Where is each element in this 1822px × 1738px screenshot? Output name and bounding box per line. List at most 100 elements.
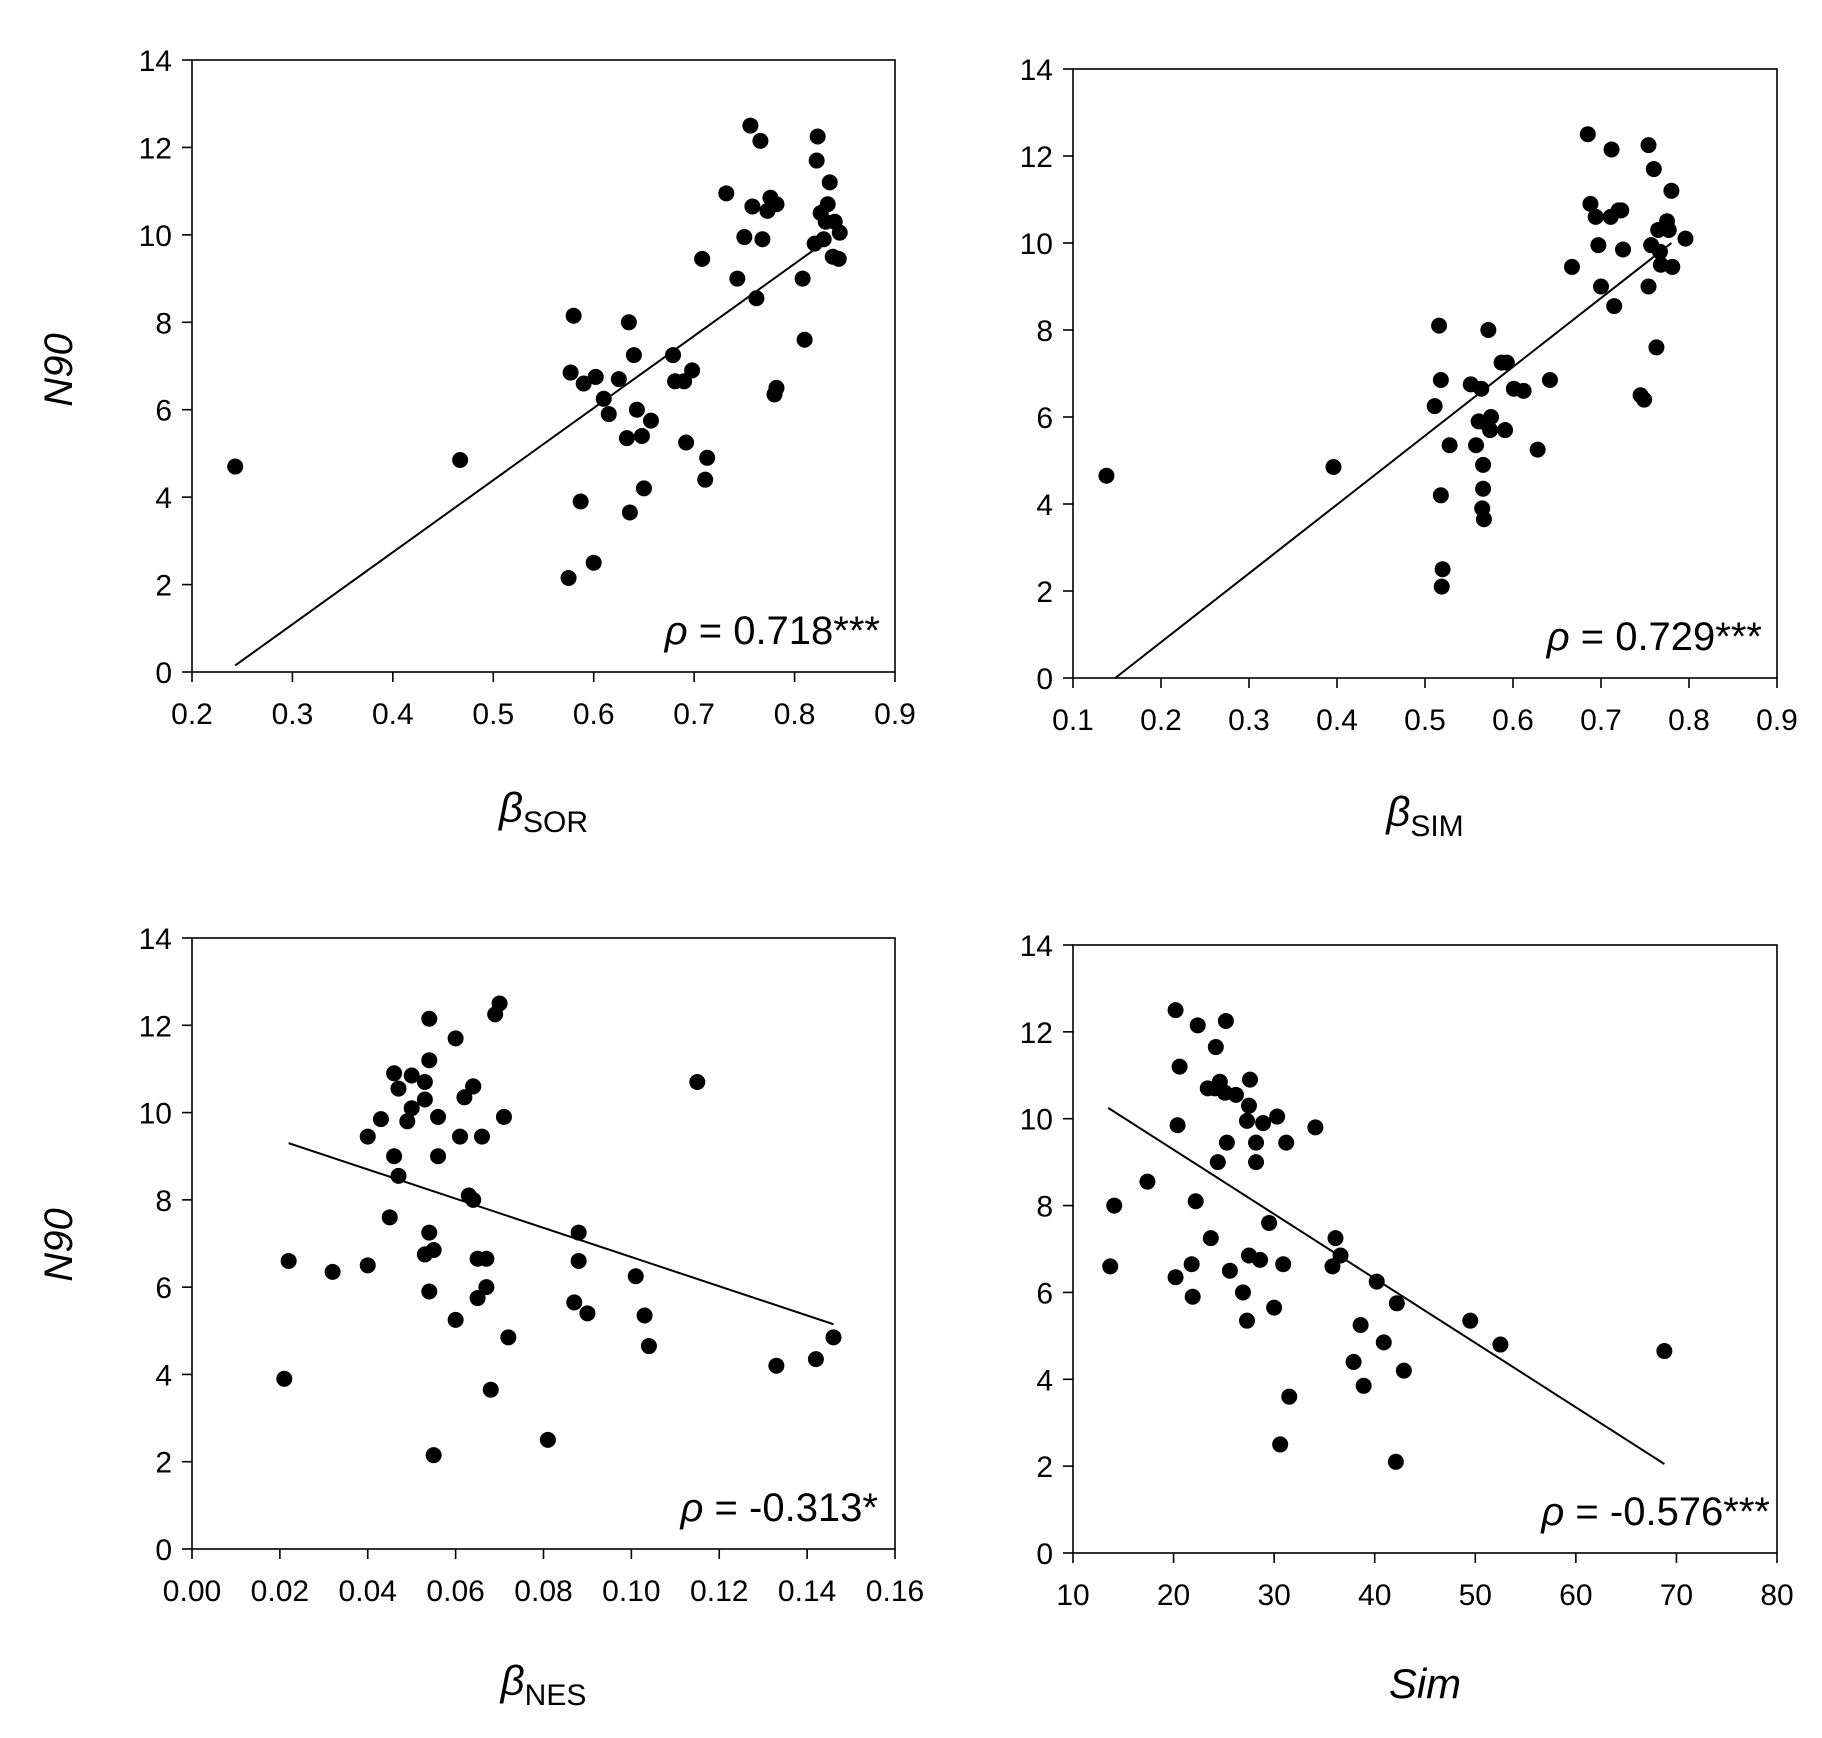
- data-point: [1171, 1058, 1188, 1075]
- data-point: [1482, 422, 1499, 439]
- x-tick-label: 0.8: [1668, 704, 1710, 737]
- data-point: [1248, 1134, 1265, 1151]
- data-point: [1582, 195, 1599, 212]
- data-point: [456, 1089, 473, 1106]
- x-axis-label-main: β: [497, 784, 523, 831]
- data-point: [768, 196, 785, 213]
- x-tick-label: 0.08: [514, 1575, 572, 1608]
- y-tick-label: 14: [1020, 54, 1053, 87]
- data-point: [1167, 1002, 1184, 1019]
- data-point: [430, 1108, 447, 1125]
- x-tick-label: 20: [1157, 1579, 1190, 1612]
- rho-value: = 0.718***: [688, 609, 880, 653]
- data-point: [1492, 1336, 1509, 1353]
- data-point: [390, 1167, 407, 1184]
- data-point: [386, 1065, 403, 1082]
- data-point: [1426, 398, 1443, 415]
- data-point: [744, 198, 761, 215]
- correlation-annotation: ρ = 0.718***: [664, 609, 880, 653]
- x-tick-label: 30: [1257, 1579, 1290, 1612]
- y-tick-label: 6: [1036, 1277, 1053, 1310]
- data-point: [1483, 409, 1499, 425]
- x-tick-label: 70: [1660, 1579, 1693, 1612]
- data-point: [447, 1311, 464, 1328]
- data-point: [1603, 141, 1620, 158]
- data-point: [1433, 578, 1450, 595]
- data-point: [421, 1224, 438, 1241]
- x-axis-label-main: β: [499, 1657, 525, 1704]
- data-point: [1663, 182, 1680, 199]
- x-axis-label: βSOR: [497, 784, 588, 839]
- x-tick-label: 0.9: [1756, 704, 1798, 737]
- data-point: [1664, 258, 1681, 275]
- data-point: [665, 347, 682, 364]
- x-tick-label: 0.16: [866, 1575, 924, 1608]
- data-point: [1248, 1154, 1265, 1171]
- data-point: [1473, 380, 1490, 397]
- data-point: [1606, 298, 1623, 315]
- data-point: [1432, 487, 1449, 504]
- data-point: [227, 458, 244, 475]
- data-point: [1441, 437, 1458, 454]
- data-point: [403, 1067, 420, 1084]
- x-tick-label: 0.7: [1580, 704, 1622, 737]
- data-point: [562, 364, 579, 381]
- y-tick-label: 10: [139, 220, 172, 253]
- data-point: [587, 368, 604, 385]
- x-tick-label: 0.3: [272, 698, 314, 731]
- data-point: [808, 152, 825, 169]
- data-point: [276, 1370, 293, 1387]
- data-point: [1275, 1256, 1292, 1273]
- x-tick-label: 0.9: [874, 698, 916, 731]
- data-point: [447, 1030, 464, 1047]
- data-point: [1480, 322, 1497, 338]
- y-tick-label: 4: [1036, 489, 1053, 522]
- regression-line: [234, 242, 824, 667]
- data-point: [1529, 441, 1546, 458]
- data-point: [1266, 1299, 1283, 1316]
- data-point: [699, 449, 716, 466]
- data-point: [570, 1252, 587, 1269]
- data-point: [627, 1268, 644, 1285]
- data-point: [1307, 1119, 1324, 1136]
- y-tick-label: 12: [1020, 1017, 1053, 1050]
- data-point: [825, 1329, 842, 1346]
- y-tick-label: 8: [155, 307, 172, 340]
- data-point: [1106, 1197, 1123, 1214]
- chart-panel-a: 0 2 4 6 8 10 12 14 0.2 0.3 0.4 0.5 0.6 0.7 0.8 0.9 N90 βS…: [37, 45, 916, 839]
- chart-panel-d: 0 2 4 6 8 10 12 14 10 20 30 40 50 60 70 80 Sim ρ = -0.576…: [1020, 930, 1794, 1707]
- data-point: [1434, 561, 1451, 578]
- data-point: [625, 347, 642, 364]
- y-tick-label: 4: [1036, 1364, 1053, 1397]
- x-tick-label: 0.8: [774, 698, 816, 731]
- data-point: [1615, 241, 1631, 258]
- x-tick-label: 0.06: [426, 1575, 484, 1608]
- x-tick-label: 0.5: [472, 698, 514, 731]
- rho-value: = 0.729***: [1570, 615, 1762, 659]
- data-point: [1217, 1013, 1234, 1029]
- data-point: [1387, 1453, 1404, 1470]
- data-point: [1238, 1312, 1255, 1329]
- data-point: [1563, 258, 1580, 275]
- data-point: [1541, 372, 1558, 389]
- x-tick-label: 0.3: [1228, 704, 1270, 737]
- data-point: [1515, 382, 1532, 399]
- plot-frame: [191, 59, 896, 673]
- data-point: [796, 331, 813, 348]
- data-point: [1102, 1258, 1119, 1275]
- data-point: [1648, 339, 1665, 356]
- y-axis-label: N90: [37, 333, 81, 406]
- data-point: [482, 1381, 499, 1398]
- data-point: [1261, 1214, 1278, 1231]
- y-axis-label: N90: [37, 1208, 81, 1281]
- data-point: [1332, 1247, 1349, 1264]
- data-point: [1613, 202, 1630, 219]
- data-point: [742, 117, 759, 134]
- x-tick-label: 0.1: [1052, 704, 1094, 737]
- data-point: [595, 390, 612, 407]
- data-point: [1645, 161, 1662, 178]
- y-tick-label: 10: [139, 1098, 172, 1131]
- regression-line: [288, 1142, 834, 1326]
- data-point: [1590, 237, 1607, 254]
- data-point: [416, 1091, 433, 1108]
